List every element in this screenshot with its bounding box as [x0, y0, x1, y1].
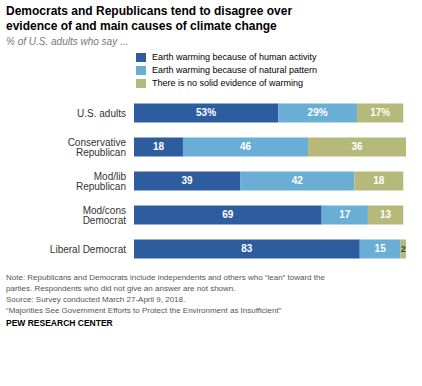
html-text:PEW RESEARCH CENTER: PEW RESEARCH CENTER	[6, 318, 113, 328]
svg-text:17: 17	[339, 209, 351, 220]
svg-text:ConservativeRepublican: ConservativeRepublican	[68, 137, 127, 158]
html-text:Earth warming because of human: Earth warming because of human activity	[152, 52, 317, 62]
html-text:parties. Respondents who did n: parties. Respondents who did not give an…	[6, 284, 236, 293]
html-text:“Majorities See Government Eff: “Majorities See Government Efforts to Pr…	[6, 306, 282, 315]
svg-text:Mod/libRepublican: Mod/libRepublican	[76, 171, 126, 192]
html-text:There is no solid evidence of: There is no solid evidence of warming	[152, 78, 304, 88]
svg-text:18: 18	[153, 141, 165, 152]
svg-text:46: 46	[240, 141, 252, 152]
svg-text:17%: 17%	[370, 107, 390, 118]
svg-text:39: 39	[181, 175, 193, 186]
svg-text:69: 69	[222, 209, 234, 220]
html-text:Note: Republicans and Democrat: Note: Republicans and Democrats include …	[6, 273, 325, 282]
svg-text:Liberal Democrat: Liberal Democrat	[50, 244, 126, 255]
svg-text:36: 36	[351, 141, 363, 152]
svg-text:13: 13	[380, 209, 392, 220]
svg-text:18: 18	[373, 175, 385, 186]
html-text:Source: Survey conducted March: Source: Survey conducted March 27-April …	[6, 295, 186, 304]
html-text:Democrats and Republicans tend: Democrats and Republicans tend to disagr…	[6, 4, 293, 33]
svg-text:29%: 29%	[308, 107, 328, 118]
svg-text:15: 15	[375, 243, 387, 254]
svg-text:53%: 53%	[196, 107, 216, 118]
svg-text:2: 2	[401, 244, 406, 254]
svg-text:Mod/consDemocrat: Mod/consDemocrat	[83, 205, 127, 226]
svg-text:83: 83	[241, 243, 253, 254]
svg-text:U.S. adults: U.S. adults	[77, 108, 126, 119]
html-text:Earth warming because of natur: Earth warming because of natural pattern	[152, 65, 318, 75]
svg-text:42: 42	[292, 175, 304, 186]
html-text:% of U.S. adults who say ...: % of U.S. adults who say ...	[6, 36, 129, 47]
